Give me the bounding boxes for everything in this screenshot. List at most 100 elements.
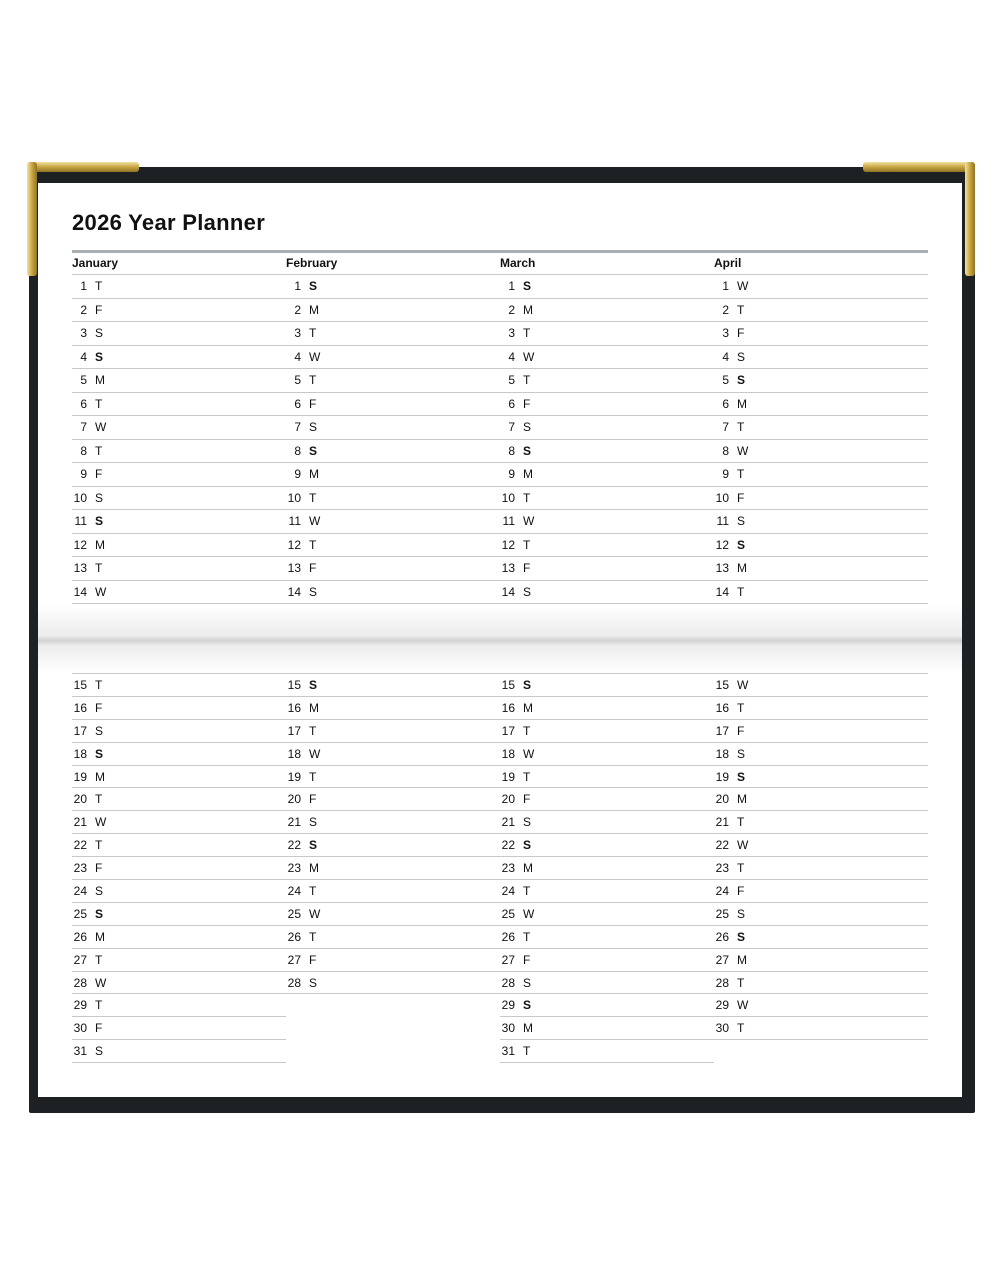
day-number: 2 bbox=[722, 302, 729, 317]
day-number: 21 bbox=[73, 815, 87, 830]
weekday-letter: S bbox=[737, 746, 746, 761]
day-row: 13 M bbox=[714, 557, 928, 581]
weekday-letter: T bbox=[95, 443, 103, 458]
day-number: 25 bbox=[73, 906, 87, 921]
day-number: 26 bbox=[287, 929, 301, 944]
day-number: 21 bbox=[287, 815, 301, 830]
day-number: 20 bbox=[73, 792, 87, 807]
day-number: 25 bbox=[287, 906, 301, 921]
title-rule bbox=[72, 250, 928, 253]
weekday-letter: W bbox=[523, 514, 535, 529]
day-row: 22 S bbox=[500, 834, 714, 858]
weekday-letter: T bbox=[309, 769, 317, 784]
day-number: 11 bbox=[288, 514, 301, 529]
day-number: 17 bbox=[287, 723, 301, 738]
day-number: 1 bbox=[722, 279, 729, 294]
weekday-letter: F bbox=[309, 952, 317, 967]
day-number: 9 bbox=[722, 467, 729, 482]
day-number: 19 bbox=[287, 769, 301, 784]
weekday-letter: T bbox=[309, 929, 317, 944]
month-header: January bbox=[72, 256, 119, 270]
weekday-letter: T bbox=[95, 998, 103, 1013]
day-number: 23 bbox=[715, 861, 729, 876]
day-number: 29 bbox=[73, 998, 87, 1013]
day-row: 12 T bbox=[286, 534, 500, 557]
day-number: 29 bbox=[715, 998, 729, 1013]
day-row: 16 T bbox=[714, 697, 928, 720]
month-column-bottom: 15 S 16 M 17 T 18 W 19 T 20 F 21 S 22 S 23 M 24 T 25 W 26 T 27 F 2… bbox=[286, 673, 500, 995]
gold-corner-top-left bbox=[27, 162, 139, 276]
day-number: 7 bbox=[294, 420, 301, 435]
day-row: 31 T bbox=[500, 1040, 714, 1064]
day-row: 30 F bbox=[72, 1017, 286, 1041]
day-number: 18 bbox=[715, 746, 729, 761]
day-row: 26 T bbox=[500, 926, 714, 949]
weekday-letter: S bbox=[309, 584, 318, 599]
weekday-letter: F bbox=[737, 490, 745, 505]
day-row: 28 S bbox=[500, 972, 714, 995]
day-row: 20 F bbox=[500, 788, 714, 812]
day-number: 7 bbox=[722, 420, 729, 435]
day-number: 16 bbox=[287, 700, 301, 715]
day-number: 20 bbox=[287, 792, 301, 807]
day-row: 22 S bbox=[286, 834, 500, 858]
weekday-letter: M bbox=[523, 861, 533, 876]
weekday-letter: S bbox=[523, 584, 532, 599]
weekday-letter: M bbox=[523, 1021, 533, 1036]
weekday-letter: W bbox=[523, 906, 535, 921]
day-number: 22 bbox=[501, 838, 515, 853]
day-number: 3 bbox=[80, 326, 87, 341]
weekday-letter: S bbox=[309, 815, 318, 830]
day-row: 24 F bbox=[714, 880, 928, 903]
day-row: 14 S bbox=[286, 581, 500, 604]
weekday-letter: M bbox=[737, 396, 747, 411]
weekday-letter: T bbox=[523, 769, 531, 784]
weekday-letter: T bbox=[95, 677, 103, 692]
weekday-letter: M bbox=[95, 537, 105, 552]
day-number: 30 bbox=[715, 1021, 729, 1036]
weekday-letter: F bbox=[737, 883, 745, 898]
weekday-letter: M bbox=[95, 929, 105, 944]
month-header: April bbox=[714, 256, 742, 270]
day-number: 15 bbox=[715, 677, 729, 692]
day-row: 17 S bbox=[72, 720, 286, 743]
weekday-letter: F bbox=[523, 561, 531, 576]
page-fold bbox=[38, 605, 962, 673]
day-number: 26 bbox=[501, 929, 515, 944]
weekday-letter: S bbox=[737, 514, 746, 529]
day-number: 8 bbox=[294, 443, 301, 458]
day-number: 28 bbox=[715, 975, 729, 990]
weekday-letter: W bbox=[523, 349, 535, 364]
day-row: 21 S bbox=[500, 811, 714, 835]
day-number: 4 bbox=[294, 349, 301, 364]
day-row: 28 T bbox=[714, 972, 928, 995]
day-number: 19 bbox=[73, 769, 87, 784]
day-number: 10 bbox=[73, 490, 87, 505]
day-row: 14 W bbox=[72, 581, 286, 604]
day-number: 3 bbox=[508, 326, 515, 341]
day-row: 22 W bbox=[714, 834, 928, 858]
weekday-letter: S bbox=[95, 1044, 104, 1059]
day-number: 5 bbox=[508, 373, 515, 388]
day-number: 24 bbox=[73, 883, 87, 898]
day-number: 9 bbox=[294, 467, 301, 482]
month-column-bottom: 15 T 16 F 17 S 18 S 19 M 20 T 21 W 22 T 23 F 24 S 25 S 26 M 27 T 2… bbox=[72, 673, 286, 1064]
weekday-letter: W bbox=[737, 998, 749, 1013]
day-number: 13 bbox=[287, 561, 301, 576]
gold-corner-top-right bbox=[863, 162, 975, 276]
day-number: 30 bbox=[501, 1021, 515, 1036]
weekday-letter: F bbox=[95, 1021, 103, 1036]
day-row: 14 S bbox=[500, 581, 714, 604]
weekday-letter: S bbox=[309, 677, 318, 692]
month-column-top: 1 S 2 M 3 T 4 W 5 T 6 F 7 S 8 S 9 M 10 T 11 W 12 T 13 F 14 S bbox=[286, 274, 500, 604]
day-row: 19 S bbox=[714, 766, 928, 789]
day-number: 23 bbox=[287, 861, 301, 876]
